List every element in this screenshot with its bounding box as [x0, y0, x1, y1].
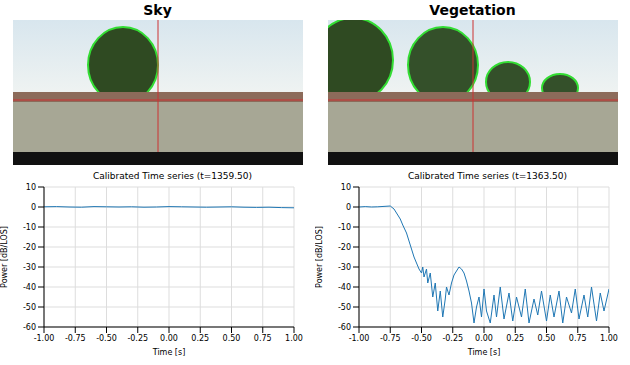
svg-text:0.50: 0.50 [538, 334, 556, 343]
svg-text:10: 10 [26, 183, 36, 192]
svg-text:Time [s]: Time [s] [152, 348, 186, 357]
svg-text:-50: -50 [23, 303, 36, 312]
html-text:Calibrated Time series (t=1359: Calibrated Time series (t=1359.50) [93, 171, 252, 181]
html-text:Sky: Sky [143, 2, 172, 18]
svg-text:1.00: 1.00 [285, 334, 303, 343]
svg-text:0.50: 0.50 [223, 334, 241, 343]
svg-text:-40: -40 [23, 283, 36, 292]
svg-text:-0.75: -0.75 [380, 334, 401, 343]
svg-text:0.75: 0.75 [254, 334, 272, 343]
svg-text:-1.00: -1.00 [34, 334, 55, 343]
svg-text:-60: -60 [23, 323, 36, 332]
svg-text:-0.25: -0.25 [127, 334, 148, 343]
svg-text:0.75: 0.75 [569, 334, 587, 343]
svg-text:-0.75: -0.75 [65, 334, 86, 343]
html-text:Vegetation: Vegetation [429, 2, 516, 18]
svg-text:0: 0 [31, 203, 36, 212]
svg-text:-0.50: -0.50 [411, 334, 432, 343]
svg-text:-50: -50 [338, 303, 351, 312]
svg-text:-20: -20 [23, 243, 36, 252]
svg-text:-20: -20 [338, 243, 351, 252]
svg-text:Time [s]: Time [s] [467, 348, 501, 357]
svg-text:-0.50: -0.50 [96, 334, 117, 343]
svg-text:-10: -10 [338, 223, 351, 232]
svg-text:10: 10 [341, 183, 351, 192]
html-text:Calibrated Time series (t=1363: Calibrated Time series (t=1363.50) [408, 171, 567, 181]
svg-text:0.00: 0.00 [475, 334, 493, 343]
svg-text:Power [dB/LOS]: Power [dB/LOS] [0, 226, 9, 288]
svg-text:0.25: 0.25 [506, 334, 524, 343]
svg-text:-10: -10 [23, 223, 36, 232]
svg-text:-30: -30 [23, 263, 36, 272]
svg-text:-1.00: -1.00 [349, 334, 370, 343]
svg-text:-0.25: -0.25 [442, 334, 463, 343]
svg-text:-40: -40 [338, 283, 351, 292]
svg-text:0.25: 0.25 [191, 334, 209, 343]
svg-text:-30: -30 [338, 263, 351, 272]
svg-text:1.00: 1.00 [600, 334, 618, 343]
svg-text:-60: -60 [338, 323, 351, 332]
svg-text:0.00: 0.00 [160, 334, 178, 343]
svg-text:0: 0 [346, 203, 351, 212]
svg-text:Power [dB/LOS]: Power [dB/LOS] [315, 226, 324, 288]
